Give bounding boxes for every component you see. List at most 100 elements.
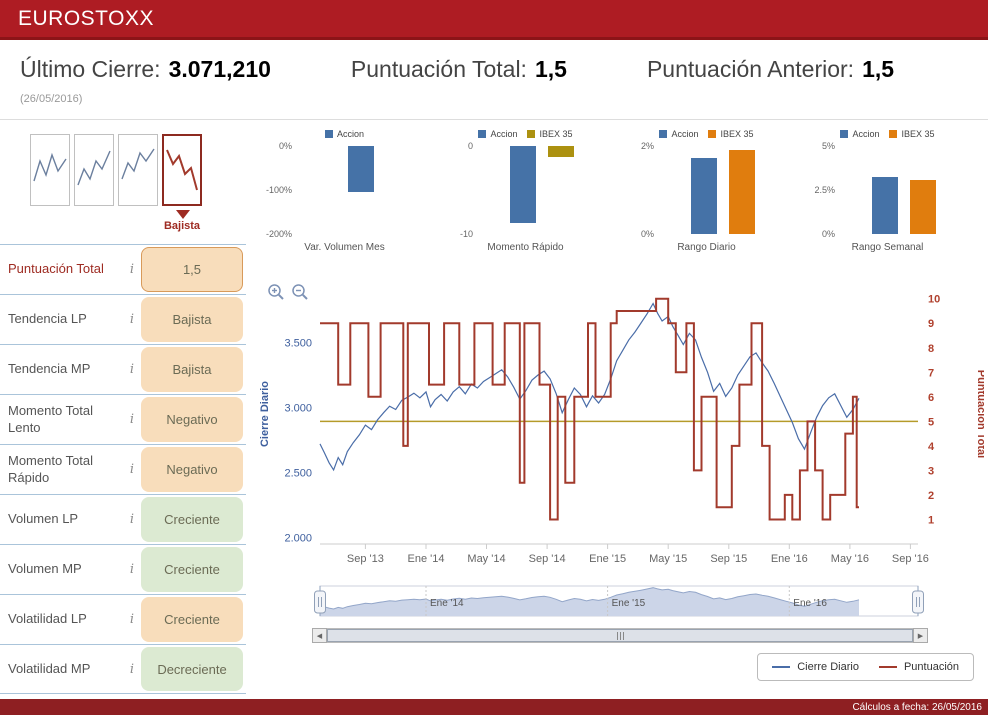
info-icon[interactable]: i <box>129 462 135 477</box>
indicator-row-5: Volumen LP i Creciente <box>0 494 246 544</box>
mini-chart-legend: Accion IBEX 35 <box>797 126 978 142</box>
trend-option-3-icon[interactable] <box>118 134 158 206</box>
info-icon[interactable]: i <box>129 661 135 677</box>
legend-row: Cierre Diario Puntuación <box>254 643 988 681</box>
app-header: EUROSTOXX <box>0 0 988 40</box>
divider <box>0 119 988 120</box>
info-icon[interactable]: i <box>129 362 135 377</box>
bar-accion[interactable] <box>690 158 717 234</box>
indicator-label: Volatilidad LP <box>8 611 87 627</box>
bar-ibex-35[interactable] <box>728 150 755 234</box>
legend-label: IBEX 35 <box>720 129 754 139</box>
trend-option-2-icon[interactable] <box>74 134 114 206</box>
bar-ibex-35[interactable] <box>909 180 936 234</box>
indicator-value: Decreciente <box>141 647 243 691</box>
legend-label: Accion <box>336 129 364 139</box>
bar-accion[interactable] <box>509 146 536 223</box>
bar-accion[interactable] <box>347 146 374 193</box>
legend-item-puntuación[interactable]: Puntuación <box>878 661 959 673</box>
legend-label: IBEX 35 <box>901 129 935 139</box>
info-icon[interactable]: i <box>129 562 135 577</box>
info-icon[interactable]: i <box>129 312 135 327</box>
legend-swatch-icon <box>708 130 717 138</box>
legend-item[interactable]: IBEX 35 <box>708 129 754 139</box>
legend-label: Accion <box>671 129 699 139</box>
legend-swatch-icon <box>324 130 333 138</box>
legend-item[interactable]: Accion <box>840 129 879 139</box>
svg-text:3.500: 3.500 <box>284 338 312 350</box>
svg-text:3: 3 <box>928 465 934 477</box>
info-icon[interactable]: i <box>129 512 135 527</box>
svg-text:May '14: May '14 <box>467 553 505 565</box>
indicator-value: Negativo <box>141 397 243 442</box>
mini-chart-plot: 0 -10 <box>460 141 606 239</box>
info-icon[interactable]: i <box>129 612 135 627</box>
indicator-value: Negativo <box>141 447 243 492</box>
svg-text:8: 8 <box>928 343 934 355</box>
indicator-value: Bajista <box>141 347 243 392</box>
mini-chart-title: Rango Diario <box>677 242 736 253</box>
indicator-row-1: Tendencia LP i Bajista <box>0 294 246 344</box>
y-tick-label: 2.5% <box>814 185 835 195</box>
svg-text:1: 1 <box>928 515 934 527</box>
bar-ibex-35[interactable] <box>547 146 574 157</box>
indicator-label: Volumen LP <box>8 511 79 527</box>
scrollbar-track[interactable] <box>327 628 913 643</box>
info-icon[interactable]: i <box>129 412 135 427</box>
ultimo-cierre-label: Último Cierre: <box>20 56 161 82</box>
zoom-out-icon[interactable] <box>290 282 310 302</box>
mini-chart-title: Var. Volumen Mes <box>304 242 385 253</box>
trend-options <box>30 134 246 206</box>
scrollbar-thumb[interactable] <box>327 629 913 642</box>
puntuacion-total-value: 1,5 <box>534 56 567 82</box>
legend-item[interactable]: IBEX 35 <box>527 129 573 139</box>
indicator-label: Tendencia MP <box>8 361 91 377</box>
svg-text:Ene '15: Ene '15 <box>612 598 646 609</box>
y-tick-label: -100% <box>265 185 292 195</box>
legend-item[interactable]: Accion <box>659 129 698 139</box>
main-chart[interactable]: Sep '13 Ene '14 May '14 Sep '14 Ene '15 May '… <box>254 276 988 579</box>
legend-item-cierre-diario[interactable]: Cierre Diario <box>772 661 859 673</box>
y-tick-label: 2% <box>640 141 654 151</box>
zoom-in-icon[interactable] <box>266 282 286 302</box>
svg-text:Puntuación Total: Puntuación Total <box>975 370 984 458</box>
indicator-row-6: Volumen MP i Creciente <box>0 544 246 594</box>
legend-line-icon <box>772 666 791 668</box>
indicator-row-4: Momento Total Rápido i Negativo <box>0 444 246 494</box>
page-title: EUROSTOXX <box>18 6 154 30</box>
as-of-date: (26/05/2016) <box>20 93 83 105</box>
info-icon[interactable]: i <box>129 262 135 277</box>
svg-text:Sep '13: Sep '13 <box>347 553 384 565</box>
indicator-value: Creciente <box>141 497 243 542</box>
zoom-controls <box>266 282 310 302</box>
legend-item[interactable]: IBEX 35 <box>889 129 935 139</box>
chart-navigator[interactable]: Ene '14 Ene '15 Ene '16 <box>254 583 988 626</box>
trend-option-1-icon[interactable] <box>30 134 70 206</box>
legend-item[interactable]: Accion <box>478 129 517 139</box>
price-score-chart[interactable]: Sep '13 Ene '14 May '14 Sep '14 Ene '15 May '… <box>254 276 987 574</box>
legend-item[interactable]: Accion <box>324 129 364 139</box>
charts-panel: Accion 0% -100% -200% Var. Volumen Mes Accion… <box>246 120 988 694</box>
legend-label: Accion <box>490 129 518 139</box>
svg-text:3.000: 3.000 <box>284 403 312 415</box>
legend-label: Puntuación <box>903 661 959 673</box>
svg-text:7: 7 <box>928 367 934 379</box>
svg-text:Sep '16: Sep '16 <box>892 553 929 565</box>
mini-chart-plot: 0% -100% -200% <box>266 141 425 239</box>
trend-option-bajista-icon[interactable] <box>162 134 202 206</box>
legend-swatch-icon <box>840 130 849 138</box>
y-tick-label: 0% <box>278 141 292 151</box>
scroll-left-button[interactable]: ◀ <box>312 628 327 643</box>
y-tick-label: 0 <box>467 141 473 151</box>
mini-chart-0: Accion 0% -100% -200% Var. Volumen Mes <box>254 126 435 272</box>
scroll-right-button[interactable]: ▶ <box>913 628 928 643</box>
svg-text:Sep '15: Sep '15 <box>710 553 747 565</box>
puntuacion-anterior: Puntuación Anterior: 1,5 <box>647 56 894 83</box>
y-tick-label: 0% <box>821 229 835 239</box>
legend-label: IBEX 35 <box>539 129 573 139</box>
indicator-label: Momento Total Lento <box>8 403 94 435</box>
bar-accion[interactable] <box>871 176 898 234</box>
chart-scrollbar[interactable]: ◀ ▶ <box>312 628 928 643</box>
mini-chart-3: Accion IBEX 35 5% 2.5% 0% Rango Semanal <box>797 126 978 272</box>
summary-bar: Último Cierre: 3.071,210 Puntuación Total… <box>0 40 988 83</box>
